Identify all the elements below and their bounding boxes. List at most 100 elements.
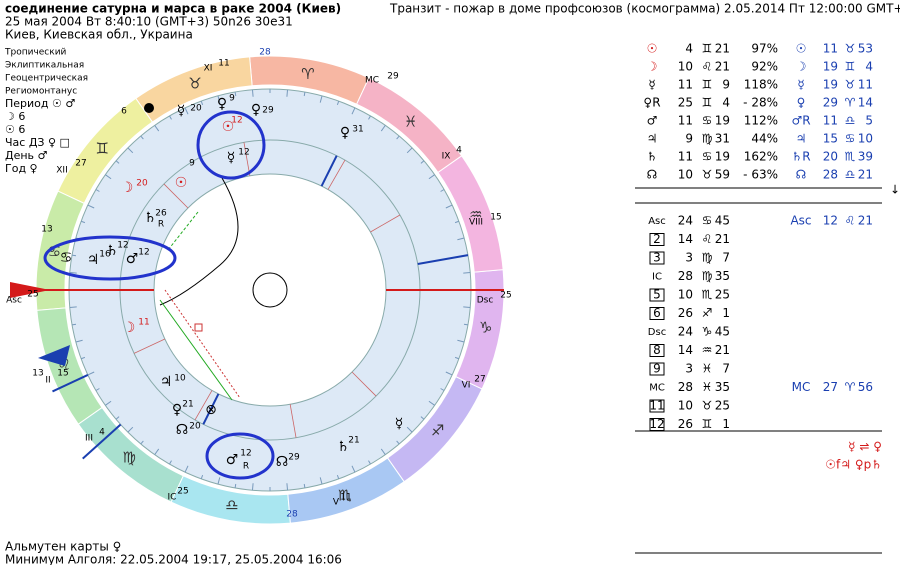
- wheel-label: ♄: [144, 210, 157, 226]
- wheel-label: 21: [182, 400, 193, 410]
- house-line: [289, 404, 297, 438]
- planet-cell: ♋: [845, 132, 856, 146]
- planet-cell: 29: [823, 96, 838, 110]
- planet-cell: 10: [678, 168, 693, 182]
- house-cell: 25: [715, 399, 730, 413]
- degree-tick: [368, 460, 371, 465]
- wheel-label: 28: [286, 510, 298, 520]
- degree-tick: [380, 125, 386, 132]
- wheel-label: IC: [168, 493, 177, 503]
- info-line: Год ♀: [5, 162, 38, 175]
- wheel-label: 12: [238, 148, 249, 158]
- planet-cell: 97%: [751, 42, 778, 56]
- planet-cell: 19: [715, 150, 730, 164]
- house-cell: 7: [722, 362, 730, 376]
- wheel-label: 12: [240, 449, 251, 459]
- info-line: ☽ 6: [5, 110, 25, 123]
- wheel-label: 21: [348, 436, 359, 446]
- planet-cell: 11: [823, 42, 838, 56]
- house-cell: 1: [722, 417, 730, 431]
- degree-tick: [336, 100, 340, 106]
- degree-tick: [420, 416, 425, 420]
- degree-tick: [80, 356, 86, 360]
- degree-tick: [440, 388, 445, 391]
- planet-cell: - 63%: [743, 168, 778, 182]
- planet-cell: ♊: [845, 60, 856, 74]
- house-box: [649, 418, 665, 431]
- marker-dot: [144, 103, 154, 113]
- planet-cell: ♂: [647, 114, 658, 128]
- planet-cell: ♌: [702, 60, 713, 74]
- house-cell: Dsc: [648, 327, 666, 338]
- planet-cell: ♏: [845, 150, 856, 164]
- house-cell: ♌: [845, 214, 856, 228]
- highlight-ring: [196, 110, 266, 180]
- planet-cell: 9: [685, 132, 693, 146]
- planet-cell: ♂R: [791, 114, 810, 128]
- wheel-label: III: [85, 434, 93, 444]
- degree-tick: [420, 160, 425, 164]
- degree-tick: [428, 400, 435, 406]
- title: соединение сатурна и марса в раке 2004 (…: [5, 2, 341, 16]
- wheel-label: R: [243, 462, 249, 472]
- planet-cell: ☉: [647, 42, 658, 56]
- wheel-label: ☿: [227, 150, 236, 166]
- degree-tick: [127, 426, 134, 433]
- house-cell: ♑: [702, 325, 713, 339]
- wheel-label: 26: [155, 209, 167, 219]
- highlight-ring: [205, 432, 275, 480]
- wheel-label: IX: [442, 152, 451, 162]
- house-cell: 14: [678, 343, 693, 357]
- scroll-arrow[interactable]: ↓: [890, 183, 900, 197]
- wheel-label: 28: [259, 48, 271, 58]
- house-line: [163, 183, 189, 209]
- wheel-label: 29: [262, 106, 274, 116]
- degree-tick: [140, 135, 144, 140]
- degree-tick: [184, 107, 189, 115]
- wheel-label: ☿: [395, 416, 404, 432]
- house-cell: 12: [823, 214, 838, 228]
- house-cell: 26: [678, 417, 693, 431]
- planet-cell: ☿: [797, 78, 804, 92]
- house-cell: 28: [678, 269, 693, 283]
- degree-tick: [154, 448, 160, 455]
- planet-cell: ♉: [702, 168, 713, 182]
- planet-cell: 11: [678, 78, 693, 92]
- planet-cell: ☿: [648, 78, 655, 92]
- sign-glyph: ♓: [404, 113, 417, 131]
- degree-tick: [406, 147, 413, 154]
- degree-tick: [154, 125, 160, 132]
- degree-tick: [303, 483, 306, 489]
- info-line: ☉ 6: [5, 123, 25, 136]
- planet-cell: 9: [722, 78, 730, 92]
- aspect-note: ☿ ⇌ ♀: [848, 440, 882, 454]
- wheel-label: ♀: [217, 96, 227, 112]
- degree-tick: [368, 115, 371, 120]
- degree-tick: [169, 115, 172, 120]
- wheel-label: ☽: [121, 180, 134, 196]
- sign-glyph: ♐: [431, 421, 444, 439]
- degree-tick: [217, 95, 221, 103]
- degree-tick: [75, 339, 83, 343]
- wheel-label: XII: [56, 166, 67, 176]
- planet-cell: 19: [823, 60, 838, 74]
- sign-glyph: ♒: [469, 206, 482, 224]
- ic-arrow: [38, 345, 70, 366]
- house-cell: 9: [653, 362, 661, 376]
- planet-cell: 4: [685, 42, 693, 56]
- degree-tick: [457, 237, 465, 241]
- wheel-label: VIII: [469, 218, 483, 228]
- wheel-label: 15: [57, 369, 68, 379]
- degree-tick: [105, 400, 112, 406]
- cusp-line: [82, 423, 122, 460]
- planet-cell: 31: [715, 132, 730, 146]
- degree-tick: [87, 371, 95, 376]
- wheel-label: ☊: [176, 422, 188, 438]
- planet-cell: ♊: [702, 78, 713, 92]
- info-line: Период ☉ ♂: [5, 97, 75, 110]
- house-cell: 35: [715, 269, 730, 283]
- planet-cell: 11: [858, 78, 873, 92]
- degree-tick: [217, 477, 221, 485]
- house-cell: 3: [653, 251, 661, 265]
